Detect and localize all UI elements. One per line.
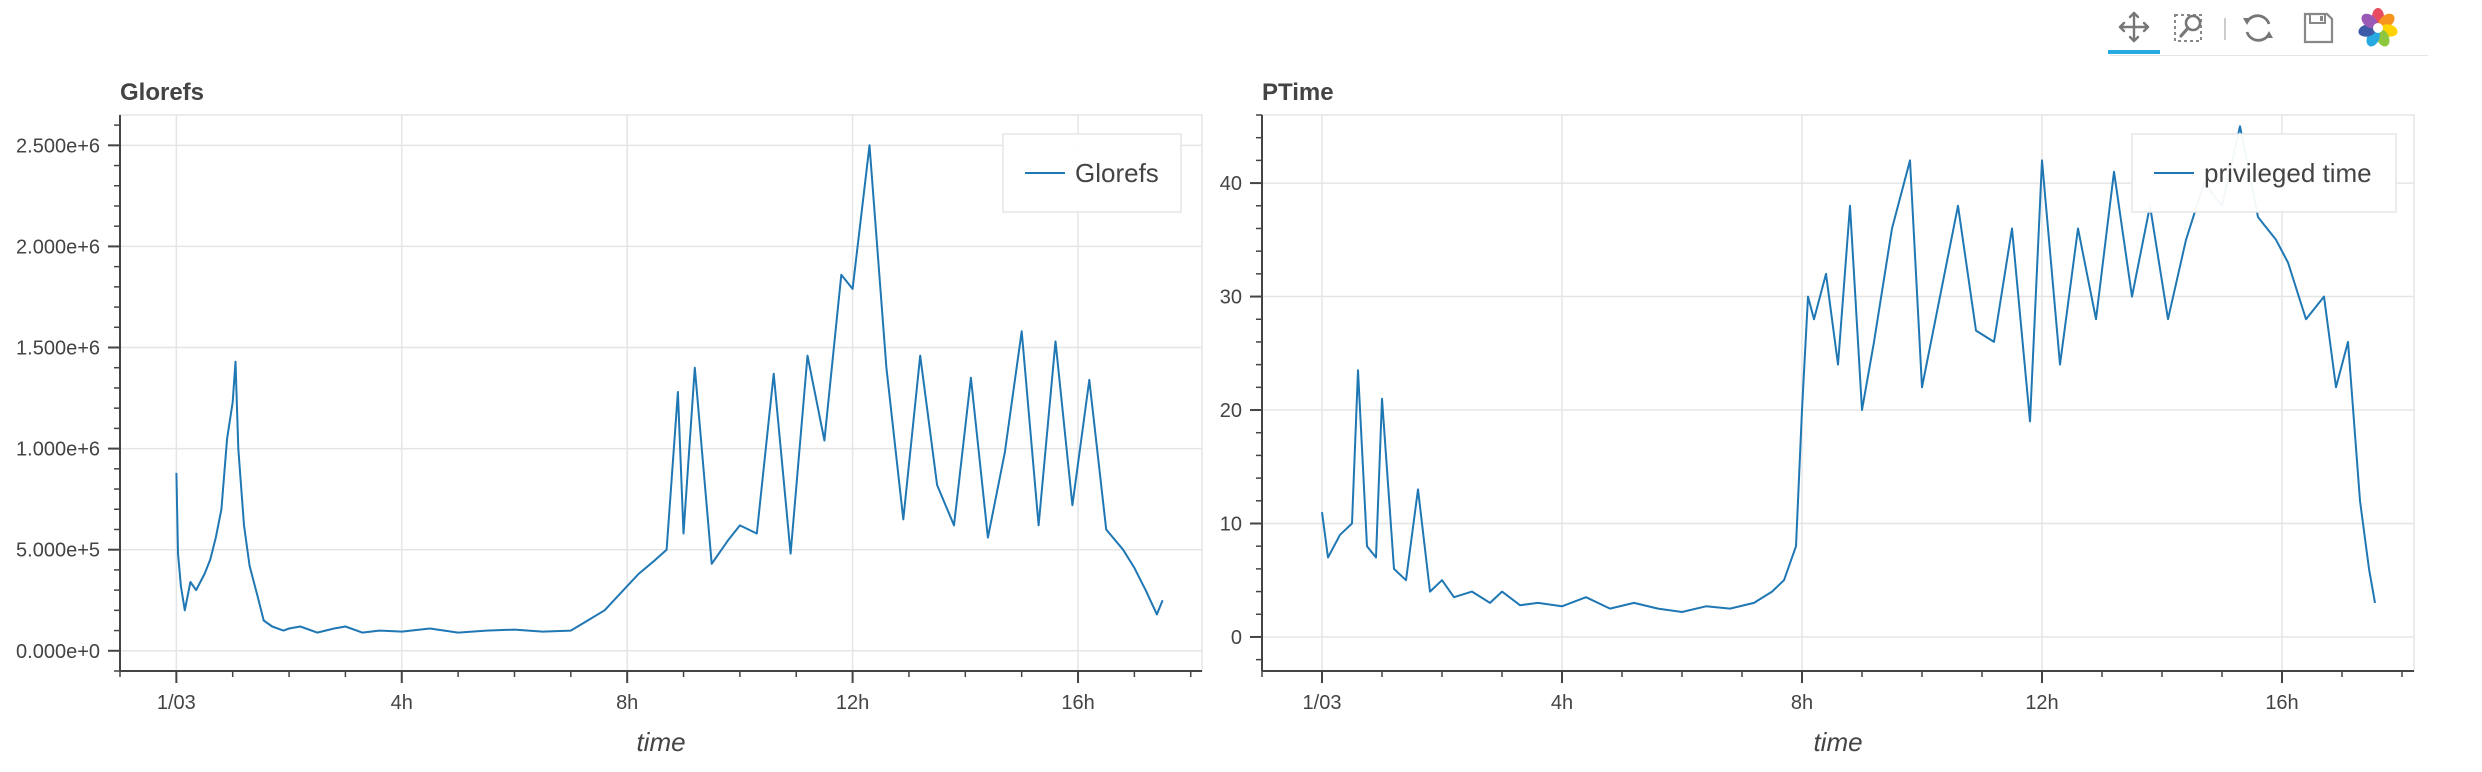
x-tick-label: 1/03 [157, 692, 196, 714]
legend-label: privileged time [2204, 158, 2372, 188]
chart-title: PTime [1262, 79, 1334, 106]
y-tick-label: 20 [1220, 400, 1242, 422]
x-tick-label: 4h [1551, 692, 1573, 714]
y-tick-label: 40 [1220, 173, 1242, 195]
save-icon [2303, 12, 2334, 44]
x-tick-label: 8h [1791, 692, 1813, 714]
y-tick-label: 10 [1220, 513, 1242, 535]
reset-icon [2243, 14, 2273, 42]
y-tick-label: 0 [1231, 627, 1242, 649]
box-zoom-tool-button[interactable] [2164, 4, 2216, 52]
x-tick-label: 8h [616, 692, 638, 714]
pan-icon [2118, 11, 2150, 43]
x-axis-label: time [1813, 727, 1862, 757]
x-axis-label: time [636, 727, 685, 757]
series-line-glorefs [175, 144, 1164, 634]
x-tick-label: 12h [836, 692, 869, 714]
x-tick-label: 12h [2025, 692, 2058, 714]
toolbar-separator [2224, 18, 2226, 40]
y-tick-label: 1.500e+6 [16, 338, 100, 360]
chart-ptime[interactable]: PTime 1/03 4h 8h 12h 16h 0 10 20 30 40 time privileg… [1220, 79, 2415, 757]
x-tick-label: 16h [1061, 692, 1094, 714]
bokeh-logo-icon [2358, 8, 2398, 47]
y-tick-label: 5.000e+5 [16, 540, 100, 562]
toolbar [2108, 0, 2428, 62]
save-tool-button[interactable] [2292, 4, 2344, 52]
x-tick-label: 4h [391, 692, 413, 714]
toolbar-divider [2110, 55, 2428, 56]
bokeh-logo-button[interactable] [2352, 4, 2404, 52]
y-tick-label: 2.000e+6 [16, 236, 100, 258]
box-zoom-icon [2174, 14, 2202, 42]
y-tick-label: 1.000e+6 [16, 439, 100, 461]
x-tick-label: 1/03 [1303, 692, 1342, 714]
y-tick-label: 0.000e+0 [16, 641, 100, 663]
y-tick-label: 2.500e+6 [16, 135, 100, 157]
chart-glorefs[interactable]: Glorefs 1/03 4h 8h 12h 16h 0.000e+0 5.000e+5 1.0… [16, 79, 1203, 757]
chart-title: Glorefs [120, 79, 204, 106]
legend: Glorefs [1002, 133, 1182, 213]
legend-label: Glorefs [1075, 158, 1159, 188]
reset-tool-button[interactable] [2232, 4, 2284, 52]
legend: privileged time [2131, 133, 2397, 213]
legend-box [2131, 133, 2397, 213]
y-tick-label: 30 [1220, 287, 1242, 309]
pan-tool-button[interactable] [2108, 4, 2160, 54]
x-tick-label: 16h [2265, 692, 2298, 714]
